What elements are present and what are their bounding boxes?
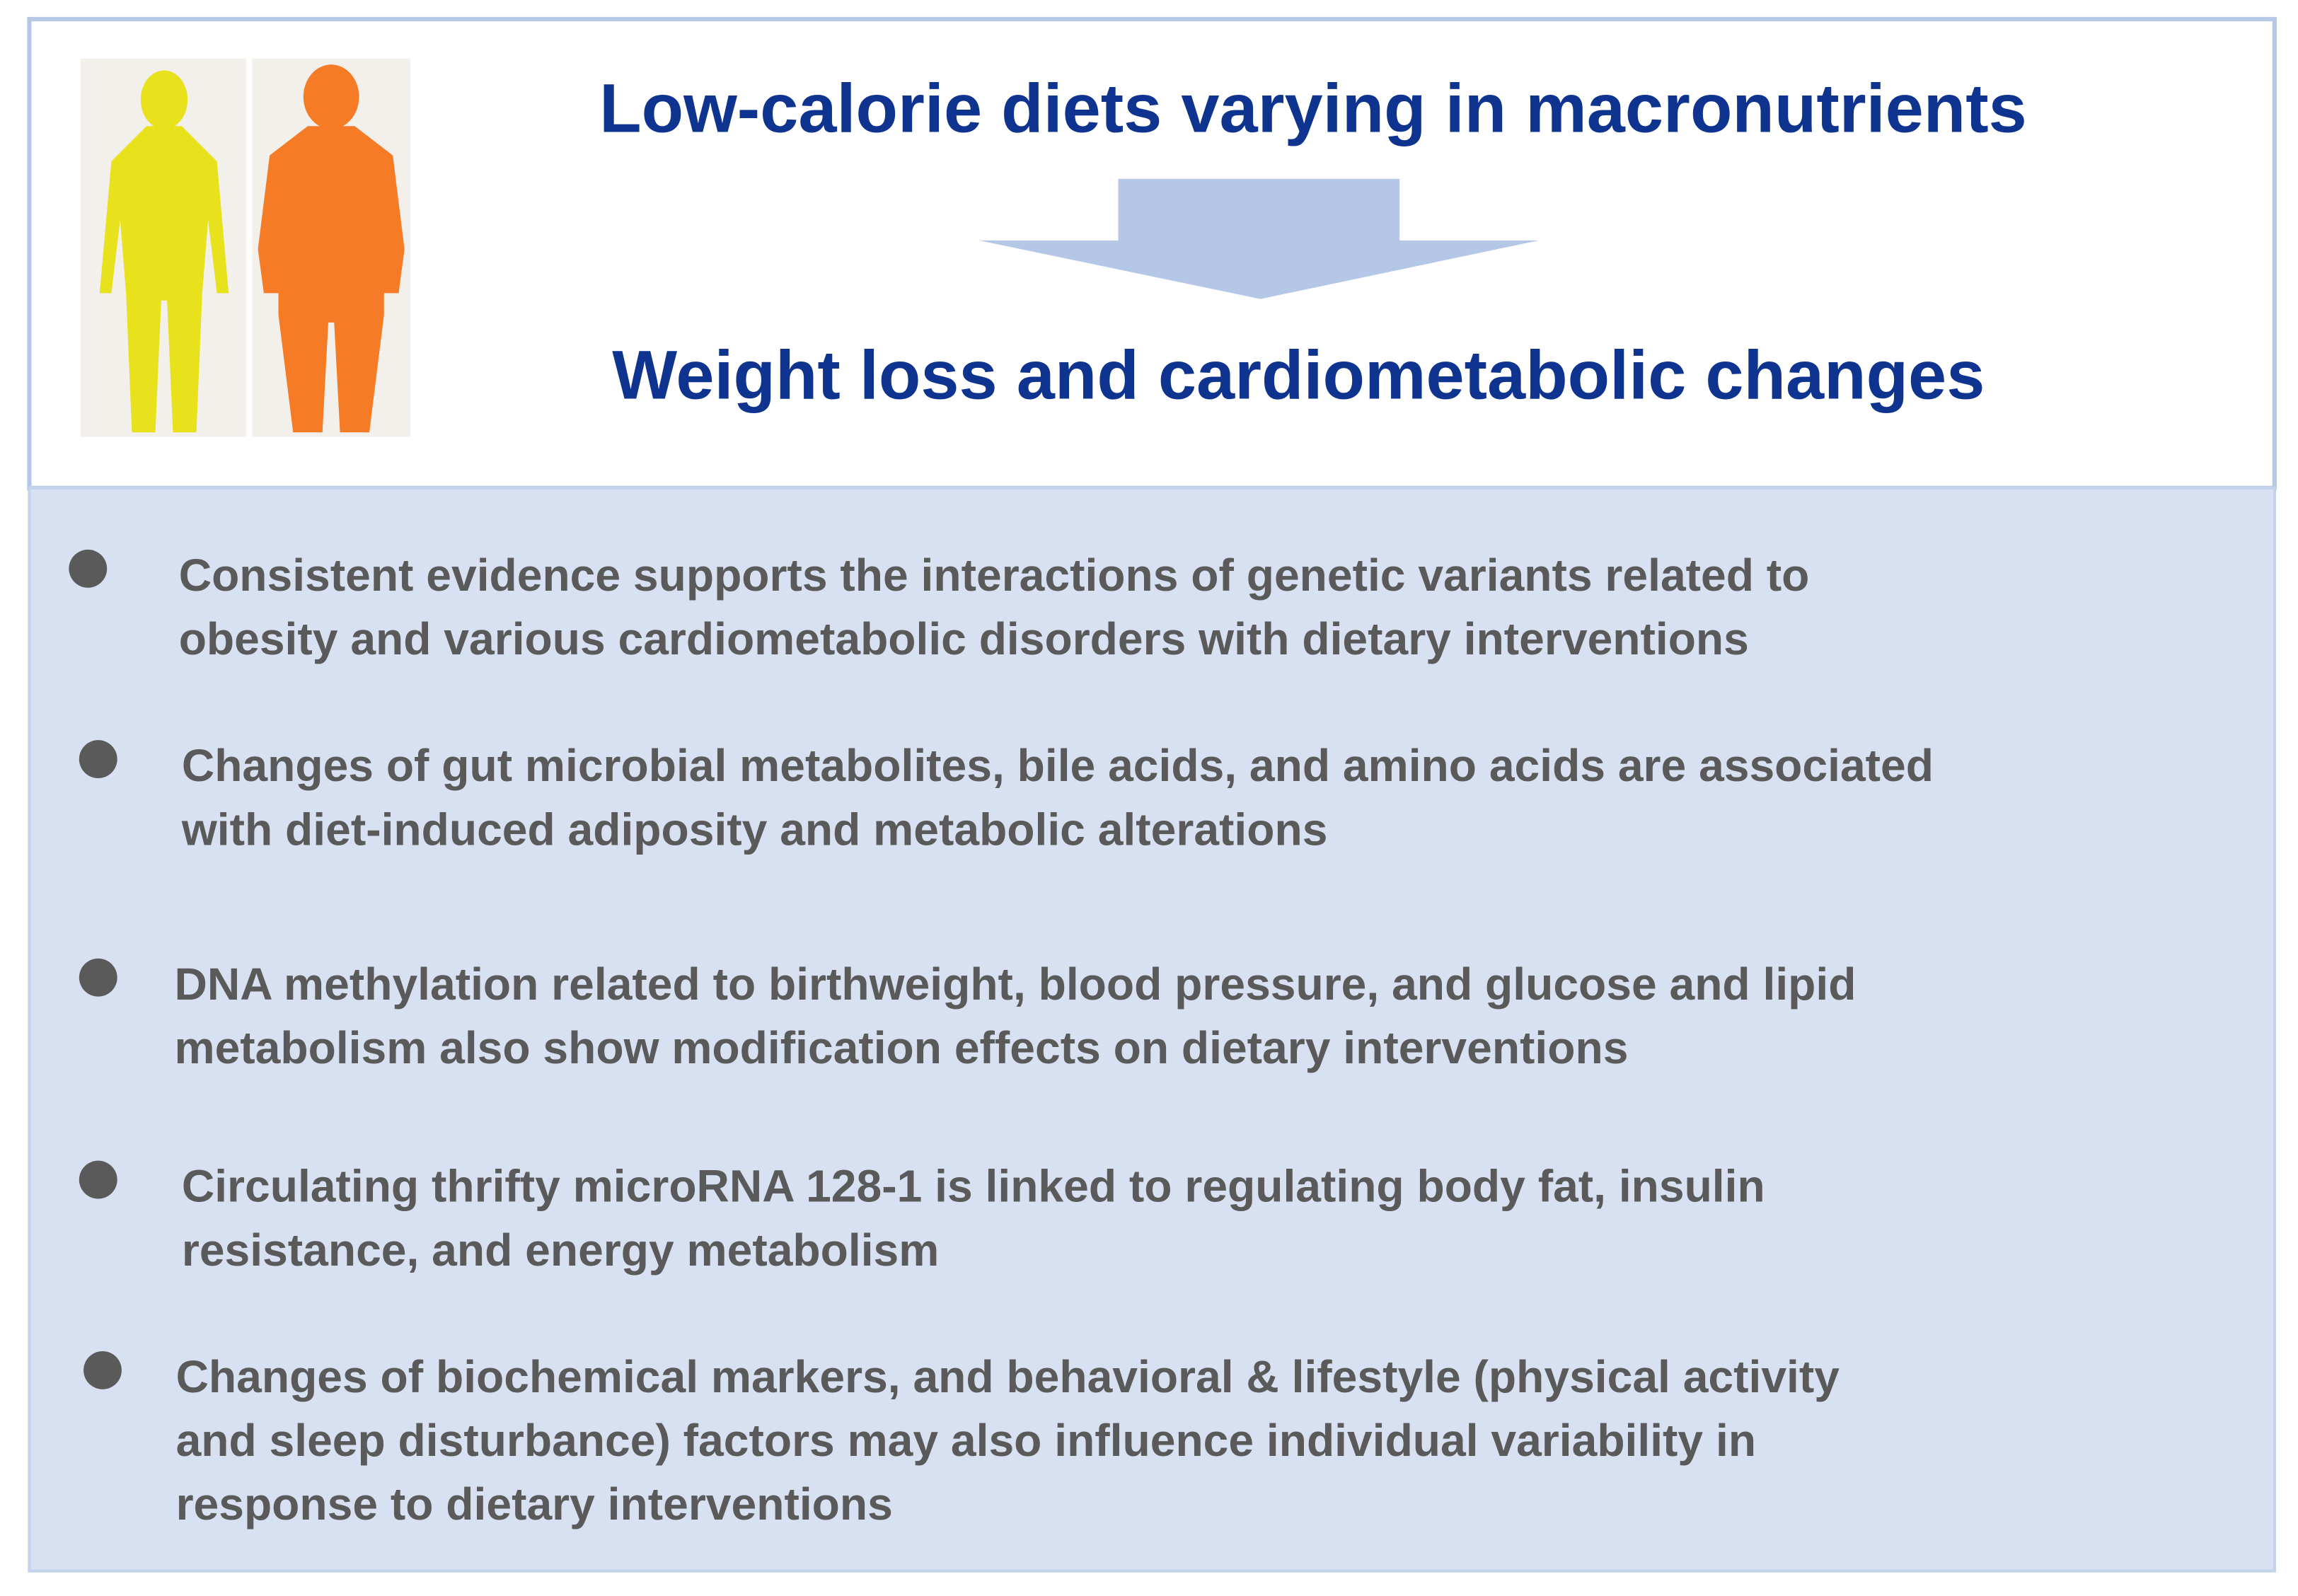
header-subtitle: Weight loss and cardiometabolic changes — [612, 337, 1985, 414]
slim-figure — [99, 70, 229, 433]
bullet-list: Consistent evidence supports the interac… — [69, 549, 1934, 1530]
bullet-text: metabolism also show modification effect… — [175, 1022, 1629, 1073]
bullet-text: Changes of gut microbial metabolites, bi… — [182, 740, 1934, 791]
bullet-panel — [28, 486, 2276, 1573]
bullet-text: Consistent evidence supports the interac… — [179, 550, 1810, 601]
bullet-dot — [79, 740, 117, 779]
bullet-text: Circulating thrifty microRNA 128-1 is li… — [182, 1161, 1765, 1212]
bullet-dot — [79, 1160, 117, 1199]
bullet-text: DNA methylation related to birthweight, … — [175, 959, 1857, 1010]
bullet-text: with diet-induced adiposity and metaboli… — [181, 804, 1328, 855]
bullet-text: and sleep disturbance) factors may also … — [176, 1415, 1756, 1466]
bullet-dot — [79, 958, 117, 997]
bullet-dot — [83, 1351, 122, 1389]
bullet-text: obesity and various cardiometabolic diso… — [179, 613, 1749, 664]
heavy-figure — [258, 64, 405, 433]
bullet-text: response to dietary interventions — [176, 1479, 893, 1530]
header-title: Low-calorie diets varying in macronutrie… — [599, 70, 2027, 147]
bullet-text: resistance, and energy metabolism — [182, 1225, 939, 1276]
bullet-dot — [69, 549, 108, 588]
down-arrow — [978, 178, 1539, 299]
bullet-text: Changes of biochemical markers, and beha… — [176, 1351, 1840, 1402]
